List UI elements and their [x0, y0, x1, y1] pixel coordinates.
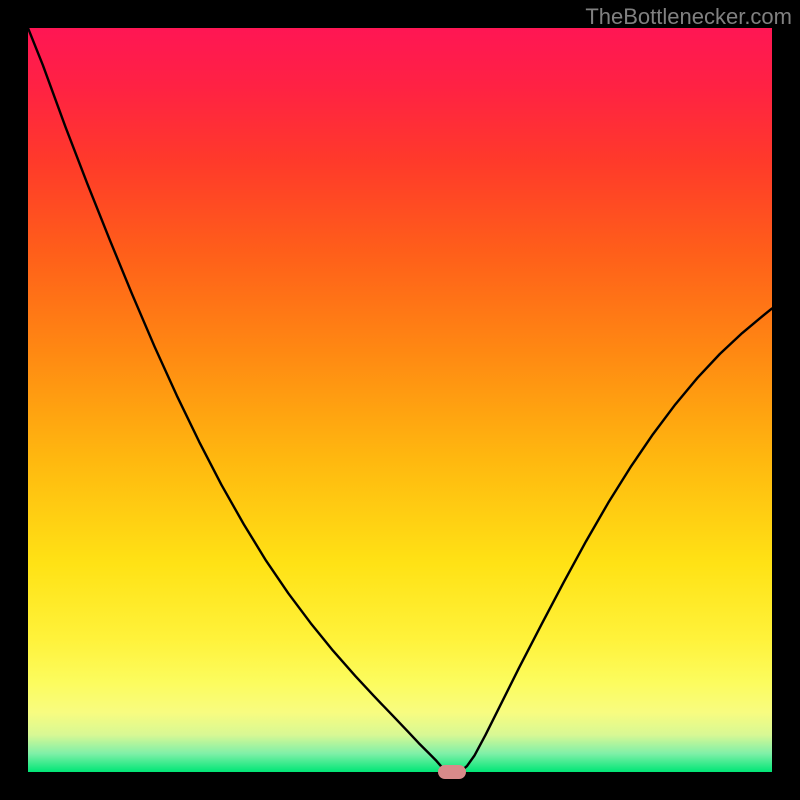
gradient-background [28, 28, 772, 772]
watermark-text: TheBottlenecker.com [585, 4, 792, 30]
plot-area [28, 28, 772, 772]
target-marker [438, 765, 466, 779]
chart-container: TheBottlenecker.com [0, 0, 800, 800]
plot-svg [28, 28, 772, 772]
